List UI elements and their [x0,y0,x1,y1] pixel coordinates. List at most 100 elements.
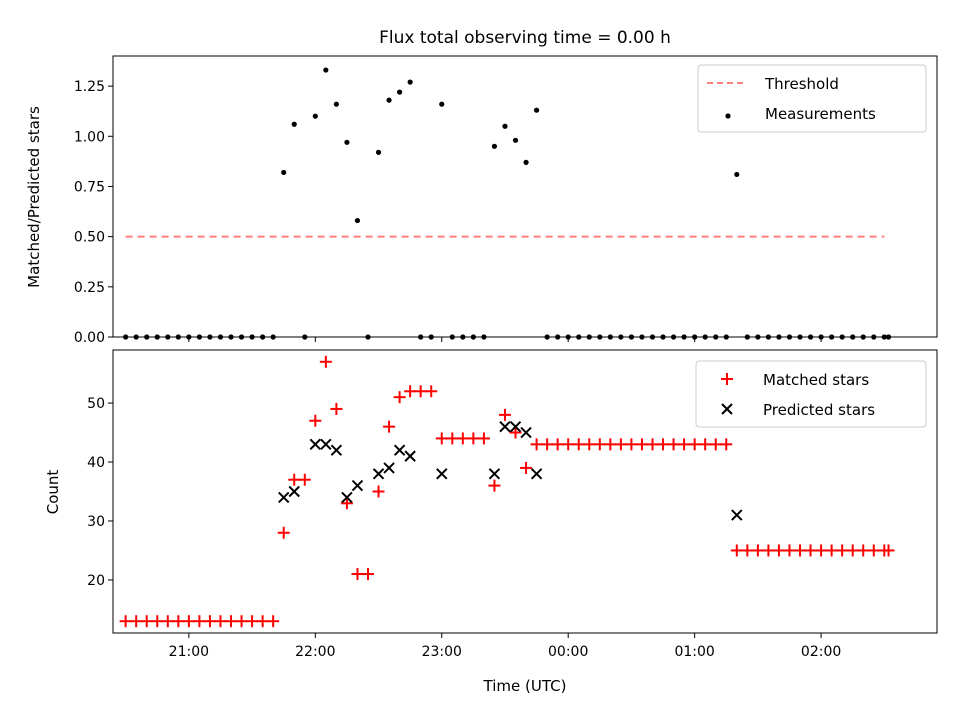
bottom-y-ticks: 20 30 40 50 [87,396,113,589]
measurement-point [344,139,350,145]
matched-stars-point [225,615,238,628]
y-tick-label: 20 [87,573,105,589]
matched-stars-point [256,615,269,628]
matched-stars-point [393,391,406,404]
matched-stars-point [414,385,427,398]
matched-stars-point [267,615,280,628]
y-tick-label: 30 [87,514,105,530]
matched-stars-point [288,473,301,486]
legend-predicted-swatch [721,403,733,415]
matched-stars-point [361,568,374,581]
predicted-stars-point [499,420,511,433]
legend-predicted-label: Predicted stars [763,401,875,419]
matched-stars-point [751,544,764,557]
matched-stars-point [151,615,164,628]
measurement-point [333,101,339,107]
matched-stars-point [435,432,448,445]
matched-stars-point [214,615,227,628]
matched-stars-point [572,438,585,451]
matched-stars-point [794,544,807,557]
predicted-x-b [731,509,743,521]
legend-threshold-label: Threshold [764,75,839,93]
bottom-legend: Matched stars Predicted stars [695,360,927,428]
measurement-point [397,89,403,95]
matched-stars-point [762,544,775,557]
matched-stars-point [130,615,143,628]
matched-stars-point [309,414,322,427]
predicted-x-b [499,420,511,433]
x-tick-label: 22:00 [295,644,335,660]
measurement-point [502,123,508,129]
top-legend: Threshold Measurements [697,64,927,133]
y-tick-label: 0.50 [74,230,105,246]
matched-stars-point [203,615,216,628]
matched-stars-point [783,544,796,557]
matched-stars-point [804,544,817,557]
matched-stars-point [541,438,554,451]
measurement-point [386,97,392,103]
predicted-x-b [509,420,522,433]
legend-matched-label: Matched stars [763,371,869,389]
matched-stars-point [857,544,870,557]
matched-stars-point [772,544,785,557]
matched-stars-point [372,485,385,498]
y-tick-label: 1.00 [74,129,105,145]
measurement-point [407,79,413,85]
predicted-x-b [488,468,501,480]
matched-stars-point [319,355,332,368]
matched-stars-point [815,544,828,557]
top-legend-box [697,64,927,133]
matched-stars-point [119,615,132,628]
matched-stars-point [277,526,290,539]
predicted-stars-point [320,438,332,451]
y-tick-label: 0.00 [74,330,105,346]
predicted-stars-point [383,462,395,474]
matched-stars-point [846,544,859,557]
matched-stars-point [709,438,722,451]
matched-stars-point [657,438,670,451]
matched-stars-point [646,438,659,451]
x-tick-label: 21:00 [169,644,209,660]
matched-stars-point [298,473,311,486]
measurement-point [523,159,529,165]
predicted-stars-point [731,509,743,521]
predicted-x-b [288,485,300,498]
predicted-x-b [383,462,395,474]
y-tick-label: 50 [87,396,105,412]
matched-stars-point [867,544,880,557]
predicted-x-b [530,468,543,480]
measurement-point [281,169,287,176]
predicted-x-b [393,444,406,456]
predicted-stars-point [288,485,300,498]
measurement-point [512,137,519,143]
top-y-axis-label: Matched/Predicted stars [25,106,43,288]
predicted-stars-point [393,444,406,456]
x-tick-label: 02:00 [801,644,841,660]
bottom-y-axis-label: Count [44,470,62,515]
x-tick-label: 23:00 [422,644,462,660]
matched-stars-point [235,615,248,628]
predicted-stars-point [372,468,385,480]
y-tick-label: 1.25 [74,79,105,95]
top-panel: 0.00 0.25 0.50 0.75 1.00 1.25 Matched/Predict… [25,55,938,346]
predicted-x-b [320,438,332,451]
measurement-point [439,101,445,107]
matched-stars-point [604,438,617,451]
x-axis-label: Time (UTC) [483,677,567,695]
predicted-stars-point [530,468,543,480]
predicted-stars-point [330,444,343,456]
matched-stars-point [404,385,417,398]
matched-stars-point [667,438,680,451]
matched-stars-point [172,615,185,628]
matched-stars-point [488,479,501,492]
predicted-x-b [309,438,322,451]
matched-stars-point [530,438,543,451]
predicted-stars-point [509,420,522,433]
predicted-stars-point [309,438,322,451]
matched-stars-point [477,432,490,445]
measurement-point [491,143,498,149]
matched-stars-point [193,615,206,628]
measurement-point [291,121,297,127]
matched-stars-point [593,438,606,451]
